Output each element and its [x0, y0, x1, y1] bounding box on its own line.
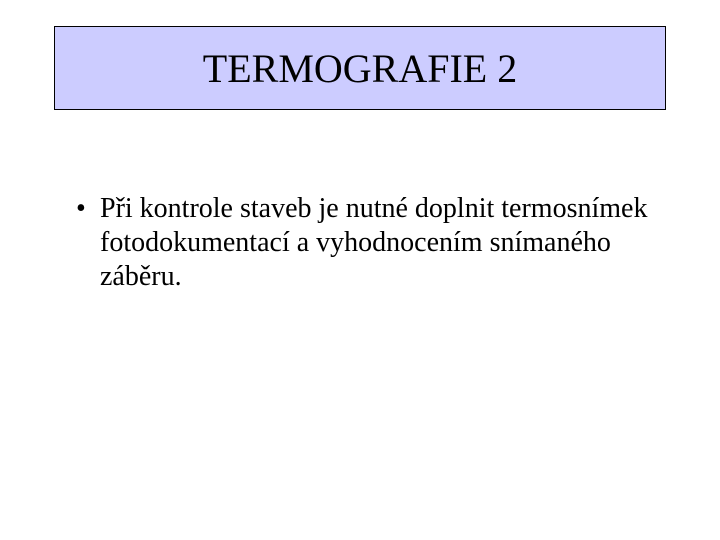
title-box: TERMOGRAFIE 2 [54, 26, 666, 110]
bullet-list: Při kontrole staveb je nutné doplnit ter… [100, 192, 660, 294]
slide-title: TERMOGRAFIE 2 [55, 45, 665, 92]
list-item: Při kontrole staveb je nutné doplnit ter… [100, 192, 660, 294]
